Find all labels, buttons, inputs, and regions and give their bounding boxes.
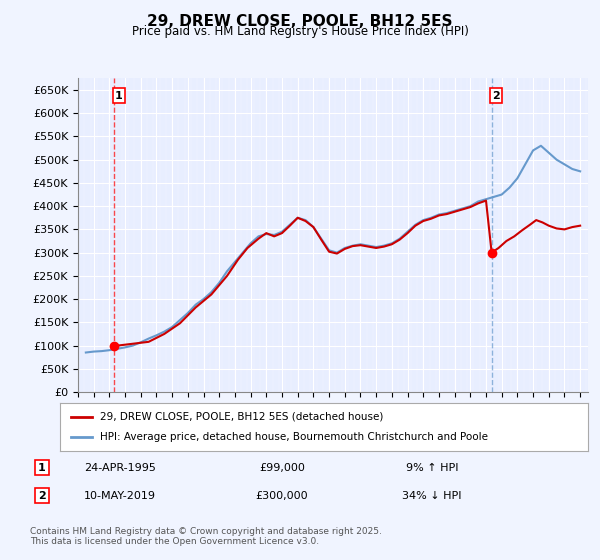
Text: 29, DREW CLOSE, POOLE, BH12 5ES: 29, DREW CLOSE, POOLE, BH12 5ES	[147, 14, 453, 29]
Text: Contains HM Land Registry data © Crown copyright and database right 2025.
This d: Contains HM Land Registry data © Crown c…	[30, 526, 382, 546]
Text: £99,000: £99,000	[259, 463, 305, 473]
Text: 29, DREW CLOSE, POOLE, BH12 5ES (detached house): 29, DREW CLOSE, POOLE, BH12 5ES (detache…	[100, 412, 383, 422]
Text: HPI: Average price, detached house, Bournemouth Christchurch and Poole: HPI: Average price, detached house, Bour…	[100, 432, 488, 442]
Text: 2: 2	[38, 491, 46, 501]
Text: 24-APR-1995: 24-APR-1995	[84, 463, 156, 473]
Text: 1: 1	[115, 91, 123, 101]
Text: £300,000: £300,000	[256, 491, 308, 501]
Text: Price paid vs. HM Land Registry's House Price Index (HPI): Price paid vs. HM Land Registry's House …	[131, 25, 469, 38]
Text: 2: 2	[493, 91, 500, 101]
Text: 34% ↓ HPI: 34% ↓ HPI	[402, 491, 462, 501]
Text: 10-MAY-2019: 10-MAY-2019	[84, 491, 156, 501]
Text: 9% ↑ HPI: 9% ↑ HPI	[406, 463, 458, 473]
Text: 1: 1	[38, 463, 46, 473]
